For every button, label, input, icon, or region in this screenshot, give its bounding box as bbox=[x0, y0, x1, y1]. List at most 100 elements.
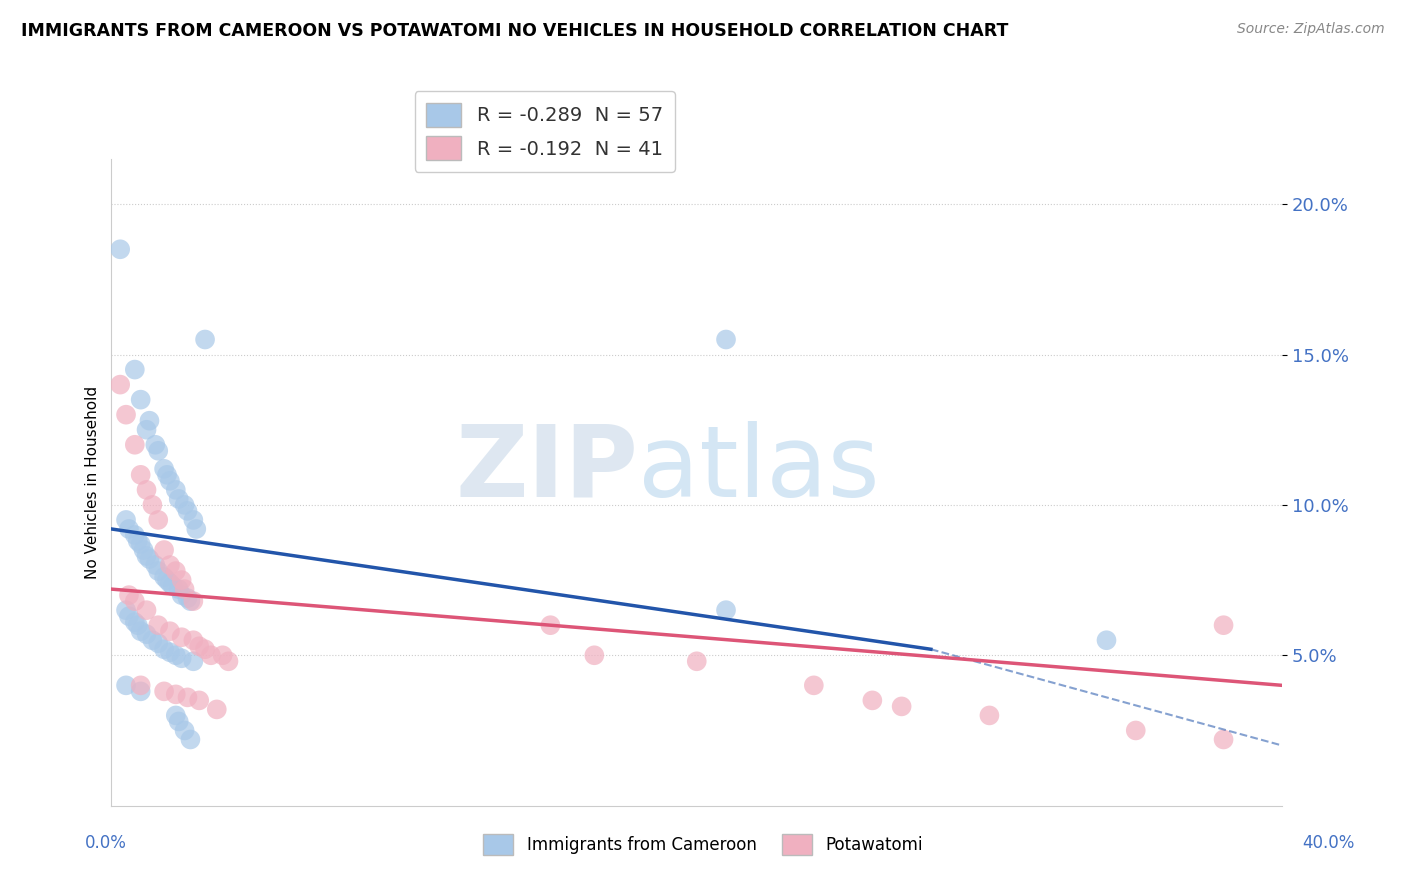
Point bbox=[218, 654, 240, 668]
Point bbox=[176, 504, 198, 518]
Point bbox=[979, 708, 1001, 723]
Point bbox=[148, 618, 170, 632]
Point bbox=[159, 558, 181, 572]
Point bbox=[170, 630, 193, 644]
Point bbox=[127, 618, 149, 632]
Point bbox=[183, 513, 205, 527]
Point bbox=[205, 702, 228, 716]
Point bbox=[1125, 723, 1147, 738]
Point bbox=[165, 564, 187, 578]
Point bbox=[165, 483, 187, 497]
Point bbox=[686, 654, 709, 668]
Text: IMMIGRANTS FROM CAMEROON VS POTAWATOMI NO VEHICLES IN HOUSEHOLD CORRELATION CHAR: IMMIGRANTS FROM CAMEROON VS POTAWATOMI N… bbox=[21, 22, 1008, 40]
Point bbox=[115, 678, 138, 692]
Point bbox=[1095, 633, 1118, 648]
Point bbox=[159, 624, 181, 639]
Point bbox=[159, 576, 181, 591]
Point bbox=[118, 588, 141, 602]
Point bbox=[148, 564, 170, 578]
Point bbox=[124, 594, 146, 608]
Point bbox=[153, 642, 176, 657]
Point bbox=[141, 498, 163, 512]
Point bbox=[115, 408, 138, 422]
Point bbox=[179, 732, 201, 747]
Point bbox=[194, 642, 217, 657]
Point bbox=[170, 573, 193, 587]
Point bbox=[170, 651, 193, 665]
Text: 40.0%: 40.0% bbox=[1302, 834, 1355, 852]
Point bbox=[148, 443, 170, 458]
Point bbox=[138, 414, 160, 428]
Point bbox=[714, 333, 737, 347]
Point bbox=[129, 624, 152, 639]
Point bbox=[153, 570, 176, 584]
Point bbox=[129, 537, 152, 551]
Y-axis label: No Vehicles in Household: No Vehicles in Household bbox=[86, 385, 100, 579]
Legend: R = -0.289  N = 57, R = -0.192  N = 41: R = -0.289 N = 57, R = -0.192 N = 41 bbox=[415, 91, 675, 171]
Text: Source: ZipAtlas.com: Source: ZipAtlas.com bbox=[1237, 22, 1385, 37]
Point bbox=[186, 522, 208, 536]
Point bbox=[127, 533, 149, 548]
Point bbox=[153, 684, 176, 698]
Point bbox=[143, 438, 166, 452]
Point bbox=[132, 543, 155, 558]
Point bbox=[714, 603, 737, 617]
Point bbox=[159, 645, 181, 659]
Point bbox=[173, 498, 195, 512]
Point bbox=[148, 636, 170, 650]
Point bbox=[118, 522, 141, 536]
Point bbox=[108, 377, 131, 392]
Point bbox=[165, 708, 187, 723]
Point bbox=[135, 549, 157, 563]
Point bbox=[115, 603, 138, 617]
Point bbox=[194, 333, 217, 347]
Point bbox=[124, 615, 146, 630]
Point bbox=[153, 543, 176, 558]
Text: 0.0%: 0.0% bbox=[84, 834, 127, 852]
Point bbox=[148, 513, 170, 527]
Point bbox=[1212, 618, 1234, 632]
Point bbox=[167, 582, 190, 596]
Point bbox=[124, 362, 146, 376]
Point bbox=[129, 392, 152, 407]
Point bbox=[129, 684, 152, 698]
Point bbox=[860, 693, 883, 707]
Point bbox=[183, 654, 205, 668]
Point bbox=[211, 648, 233, 663]
Point bbox=[156, 573, 179, 587]
Point bbox=[170, 588, 193, 602]
Point bbox=[159, 474, 181, 488]
Point bbox=[179, 594, 201, 608]
Point bbox=[167, 491, 190, 506]
Point bbox=[538, 618, 561, 632]
Point bbox=[176, 690, 198, 705]
Point bbox=[173, 723, 195, 738]
Point bbox=[135, 603, 157, 617]
Point bbox=[143, 558, 166, 572]
Point bbox=[200, 648, 222, 663]
Point bbox=[162, 579, 184, 593]
Point bbox=[108, 242, 131, 256]
Point bbox=[176, 591, 198, 606]
Point bbox=[173, 582, 195, 596]
Point bbox=[183, 594, 205, 608]
Point bbox=[135, 483, 157, 497]
Point bbox=[1212, 732, 1234, 747]
Point bbox=[129, 678, 152, 692]
Point bbox=[129, 467, 152, 482]
Point bbox=[124, 528, 146, 542]
Text: ZIP: ZIP bbox=[456, 421, 638, 518]
Point bbox=[167, 714, 190, 729]
Point bbox=[135, 423, 157, 437]
Text: atlas: atlas bbox=[638, 421, 880, 518]
Point bbox=[165, 687, 187, 701]
Point bbox=[138, 552, 160, 566]
Point bbox=[156, 467, 179, 482]
Point bbox=[153, 462, 176, 476]
Point bbox=[583, 648, 606, 663]
Point bbox=[803, 678, 825, 692]
Point bbox=[115, 513, 138, 527]
Point bbox=[124, 438, 146, 452]
Point bbox=[165, 648, 187, 663]
Point bbox=[118, 609, 141, 624]
